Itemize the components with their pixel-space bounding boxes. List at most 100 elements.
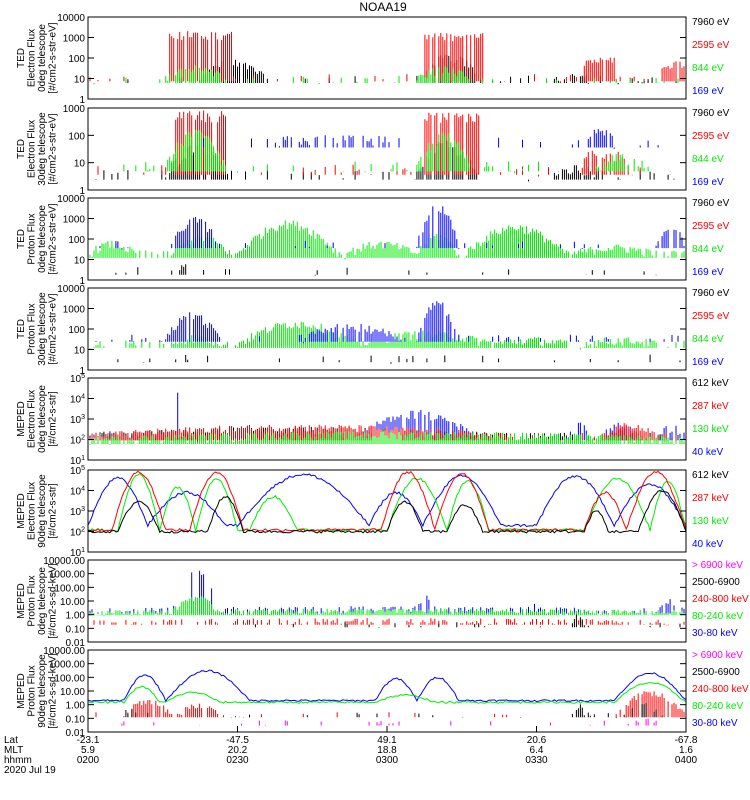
- panels: 10000 1000 100 10 1 TEDElectron Flux0deg tele…: [16, 13, 749, 739]
- legend-entry: 80-240 keV: [692, 701, 743, 712]
- ylabel: TEDElectron Flux0deg telescope[#/cm2-s-s…: [16, 22, 59, 93]
- legend-entry: 169 eV: [692, 267, 724, 278]
- legend-entry: 287 keV: [692, 493, 729, 504]
- legend-entry: 7960 eV: [692, 198, 730, 209]
- ytick-label: 10000: [57, 284, 85, 295]
- series-7-3: [93, 618, 685, 626]
- legend-entry: 80-240 keV: [692, 611, 743, 622]
- xtick-label: 1.6: [679, 745, 693, 756]
- ylabel: MEPEDProton Flux0deg telescope[#/cm2-s-s…: [16, 563, 59, 639]
- xtick-label: -47.5: [226, 735, 249, 746]
- legend-entry: 7960 eV: [692, 288, 730, 299]
- series-2-3: [123, 130, 671, 174]
- legend-entry: 169 eV: [692, 177, 724, 188]
- ytick-label: 1000.00: [49, 660, 86, 671]
- legend-entry: 40 keV: [692, 539, 723, 550]
- legend-entry: 7960 eV: [692, 108, 730, 119]
- legend-entry: 240-800 keV: [692, 594, 749, 605]
- ytick-label: 10: [74, 159, 86, 170]
- xtick-label: 0300: [376, 755, 399, 766]
- series-3-3: [115, 264, 657, 276]
- ytick-label: 1: [79, 186, 85, 197]
- legend-entry: 2595 eV: [692, 131, 730, 142]
- ytick-label: 10: [74, 256, 86, 267]
- ytick-label: 100: [68, 235, 85, 246]
- panel-8: 10000.00 1000.00 100.00 10.00 1.00 0.10 0.01 ME…: [16, 646, 749, 739]
- legend-entry: 30-80 keV: [692, 718, 738, 729]
- ytick-label: 10.00: [60, 597, 85, 608]
- ylabel: TEDElectron Flux30deg telescope[#/cm2-s-…: [16, 112, 59, 186]
- series-4-3: [117, 354, 681, 364]
- ytick-label: 100.00: [54, 583, 85, 594]
- ytick-label: 105: [70, 373, 85, 385]
- xtick-label: 20.2: [228, 745, 248, 756]
- legend-entry: 612 keV: [692, 378, 729, 389]
- xtick-label: 0200: [77, 755, 100, 766]
- ytick-label: 10: [74, 75, 86, 86]
- ytick-label: 1000.00: [49, 570, 86, 581]
- legend-entry: 240-800 keV: [692, 684, 749, 695]
- ylabel: MEPEDElectron Flux0deg telescope[#/cm2-s…: [16, 385, 59, 453]
- ytick-label: 1.00: [66, 611, 86, 622]
- legend-entry: 169 eV: [692, 357, 724, 368]
- ytick-label: 102: [70, 527, 85, 539]
- xtick-label: 20.6: [527, 735, 547, 746]
- ytick-label: 0.01: [66, 728, 86, 739]
- xtick-label: 18.8: [377, 745, 397, 756]
- series-7-2: [87, 596, 687, 617]
- ytick-label: 104: [70, 394, 85, 406]
- panel-2: 1000 100 10 1 TEDElectron Flux30deg telescop…: [16, 104, 730, 197]
- series-8-4: [125, 703, 663, 718]
- ytick-label: 0.01: [66, 638, 86, 649]
- xtick-label: 0400: [675, 755, 698, 766]
- ytick-label: 1: [79, 95, 85, 106]
- ytick-label: 10000.00: [43, 646, 85, 657]
- footer-row-label: Lat: [4, 735, 18, 746]
- ytick-label: 10000.00: [43, 556, 85, 567]
- ytick-label: 1000: [63, 215, 86, 226]
- xtick-label: 6.4: [530, 745, 544, 756]
- ylabel: MEPEDElectron Flux90deg telescope[#/cm2-…: [16, 474, 59, 548]
- series-2-4: [203, 129, 659, 149]
- series-8-2: [87, 682, 687, 704]
- ytick-label: 1000: [63, 34, 86, 45]
- footer-row-label: hhmm: [4, 755, 32, 766]
- footer-row-label: MLT: [4, 745, 23, 756]
- legend-entry: 287 keV: [692, 401, 729, 412]
- panel-frame: [87, 107, 687, 191]
- ytick-label: 103: [70, 414, 85, 426]
- legend-entry: > 6900 keV: [692, 650, 743, 661]
- panel-7: 10000.00 1000.00 100.00 10.00 1.00 0.10 0.01 ME…: [16, 556, 749, 649]
- xtick-label: 5.9: [81, 745, 95, 756]
- series-1-2: [89, 31, 687, 83]
- legend-entry: 2595 eV: [692, 40, 730, 51]
- ylabel: MEPEDProton Flux90deg telescope[#/cm2-s-…: [16, 653, 59, 729]
- ytick-label: 102: [70, 435, 85, 447]
- ytick-label: 1.00: [66, 701, 86, 712]
- footer-row-label: 2020 Jul 19: [4, 765, 56, 776]
- legend-entry: 30-80 keV: [692, 628, 738, 639]
- ytick-label: 0.10: [66, 714, 86, 725]
- panel-frame: [87, 649, 687, 733]
- ytick-label: 104: [70, 486, 85, 498]
- legend-entry: 7960 eV: [692, 17, 730, 28]
- series-3-2: [99, 206, 687, 250]
- legend-entry: 844 eV: [692, 154, 724, 165]
- series-4-2: [87, 301, 679, 344]
- ytick-label: 1: [79, 366, 85, 377]
- series-8-5: [121, 718, 657, 726]
- chart-title: NOAA19: [359, 0, 407, 14]
- legend-entry: 2595 eV: [692, 311, 730, 322]
- legend-entry: 2500-6900: [692, 577, 740, 588]
- ytick-label: 1000: [63, 305, 86, 316]
- series-6-3: [87, 470, 687, 532]
- ytick-label: 100.00: [54, 673, 85, 684]
- legend-entry: 40 keV: [692, 447, 723, 458]
- xtick-label: 49.1: [377, 735, 397, 746]
- legend-entry: 130 keV: [692, 424, 729, 435]
- ytick-label: 0.10: [66, 624, 86, 635]
